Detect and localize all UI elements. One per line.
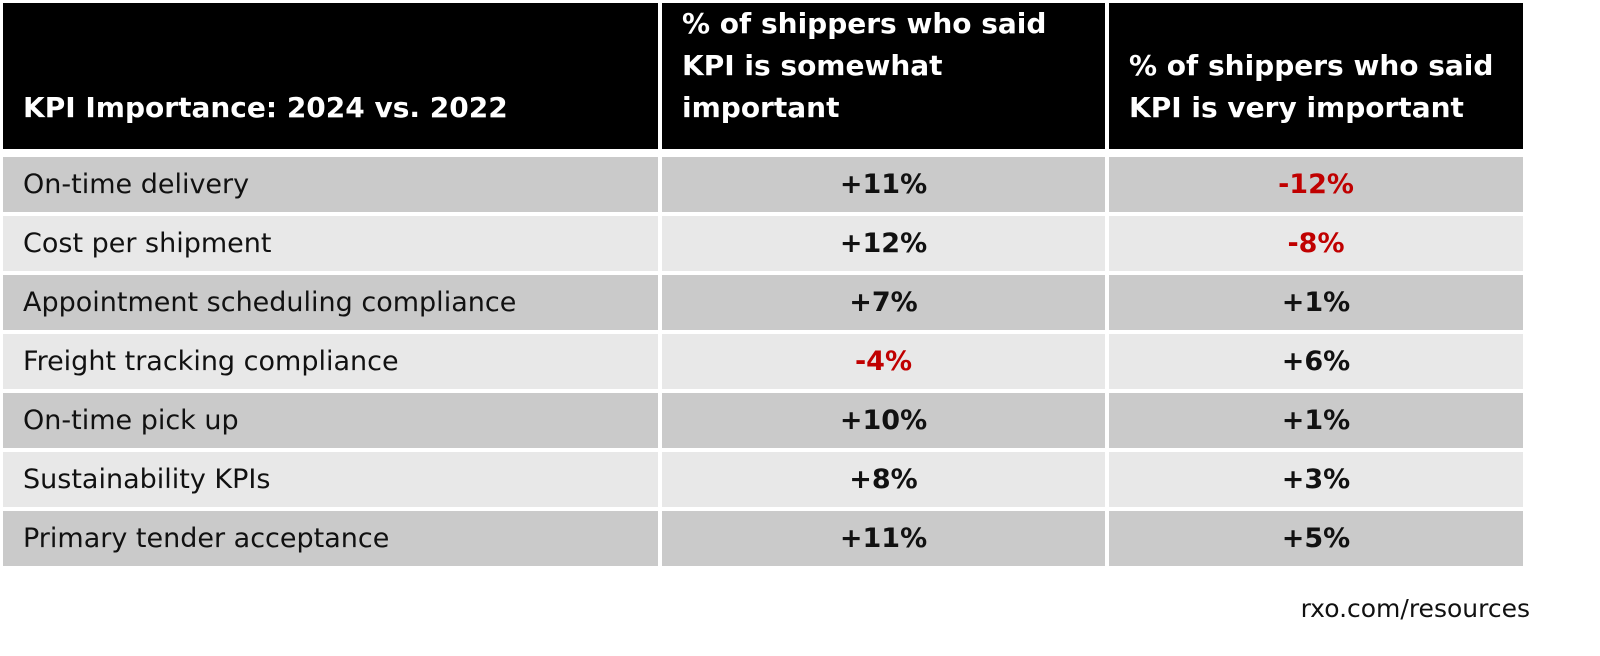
somewhat-cell: +8% xyxy=(662,452,1105,507)
kpi-cell: Sustainability KPIs xyxy=(3,452,658,507)
table-row: Cost per shipment +12% -8% xyxy=(3,216,1523,271)
very-cell: -8% xyxy=(1109,216,1523,271)
somewhat-cell: +11% xyxy=(662,157,1105,212)
very-cell: +5% xyxy=(1109,511,1523,566)
kpi-cell: Primary tender acceptance xyxy=(3,511,658,566)
header-kpi: KPI Importance: 2024 vs. 2022 xyxy=(3,3,658,149)
kpi-cell: Cost per shipment xyxy=(3,216,658,271)
table-row: On-time pick up +10% +1% xyxy=(3,393,1523,448)
very-cell: -12% xyxy=(1109,157,1523,212)
table-row: Appointment scheduling compliance +7% +1% xyxy=(3,275,1523,330)
table-row: On-time delivery +11% -12% xyxy=(3,157,1523,212)
table-row: Freight tracking compliance -4% +6% xyxy=(3,334,1523,389)
header-somewhat: % of shippers who said KPI is somewhat i… xyxy=(662,3,1105,149)
kpi-cell: Appointment scheduling compliance xyxy=(3,275,658,330)
kpi-cell: On-time delivery xyxy=(3,157,658,212)
somewhat-cell: +11% xyxy=(662,511,1105,566)
somewhat-cell: +7% xyxy=(662,275,1105,330)
header-row: KPI Importance: 2024 vs. 2022 % of shipp… xyxy=(3,3,1523,149)
somewhat-cell: +10% xyxy=(662,393,1105,448)
very-cell: +6% xyxy=(1109,334,1523,389)
source-footer: rxo.com/resources xyxy=(1300,594,1530,623)
very-cell: +3% xyxy=(1109,452,1523,507)
kpi-table: KPI Importance: 2024 vs. 2022 % of shipp… xyxy=(3,3,1523,566)
header-very: % of shippers who said KPI is very impor… xyxy=(1109,3,1523,149)
table-row: Primary tender acceptance +11% +5% xyxy=(3,511,1523,566)
table-row: Sustainability KPIs +8% +3% xyxy=(3,452,1523,507)
kpi-cell: On-time pick up xyxy=(3,393,658,448)
somewhat-cell: -4% xyxy=(662,334,1105,389)
somewhat-cell: +12% xyxy=(662,216,1105,271)
very-cell: +1% xyxy=(1109,275,1523,330)
kpi-cell: Freight tracking compliance xyxy=(3,334,658,389)
very-cell: +1% xyxy=(1109,393,1523,448)
